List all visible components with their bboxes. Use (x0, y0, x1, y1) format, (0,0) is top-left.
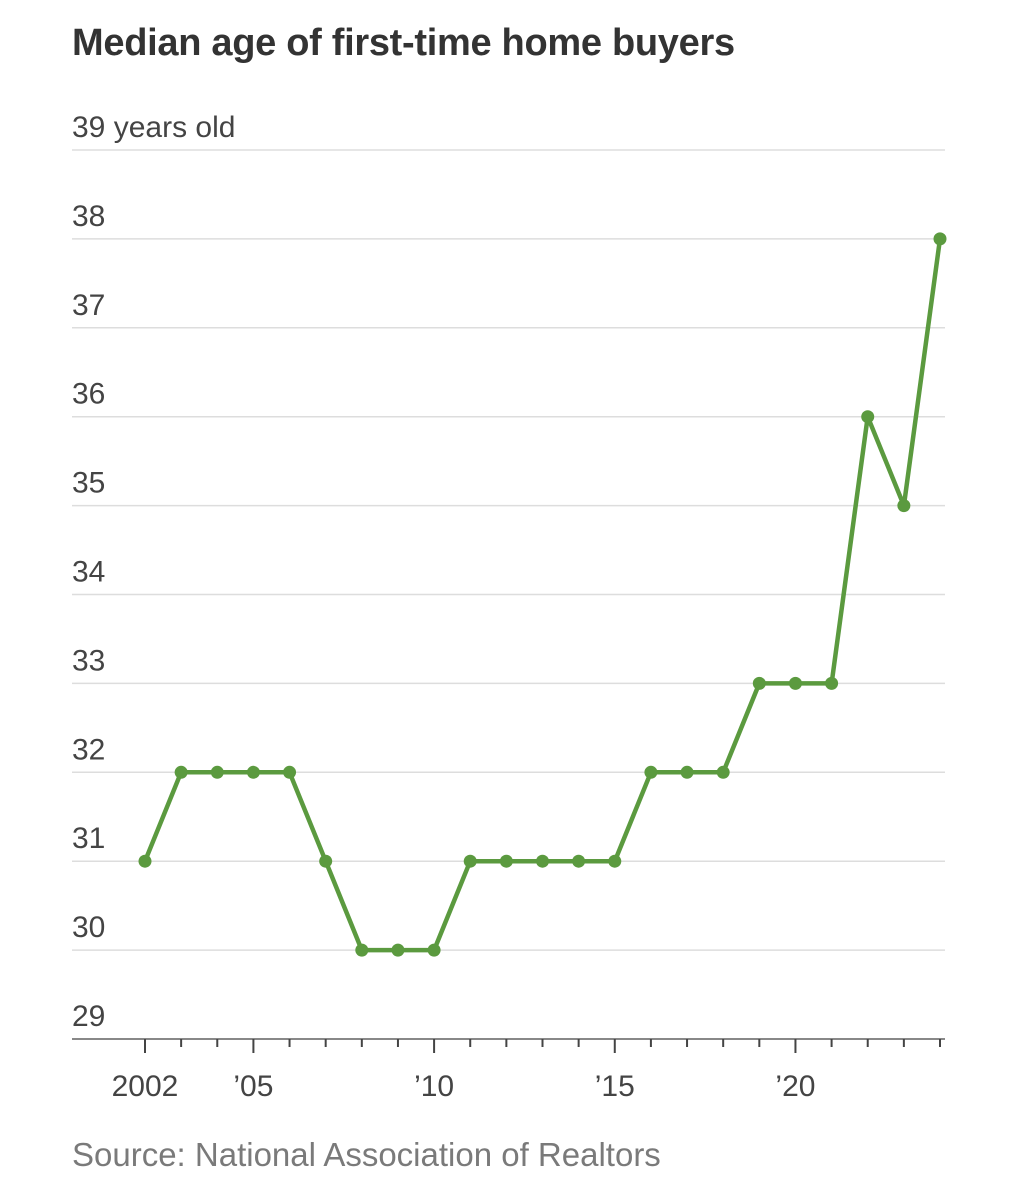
y-tick-label: 33 (72, 644, 105, 677)
x-axis: 2002 ’05 ’10 ’15 ’20 (72, 1038, 945, 1103)
data-point (427, 943, 441, 957)
data-point (499, 854, 513, 868)
x-tick-label: ’15 (595, 1070, 635, 1103)
y-axis-labels: 39 years old 38 37 36 35 34 33 32 31 30 29 (72, 111, 235, 1033)
data-point (716, 765, 730, 779)
data-point (897, 499, 911, 513)
x-tick-label: ’20 (775, 1070, 815, 1103)
y-tick-label: 37 (72, 289, 105, 322)
data-point (355, 943, 369, 957)
data-point (391, 943, 405, 957)
data-point (933, 232, 947, 246)
series-layer (138, 232, 947, 957)
y-tick-label: 38 (72, 200, 105, 233)
data-point (752, 676, 766, 690)
gridlines (72, 149, 945, 951)
data-point (283, 765, 297, 779)
y-tick-label: 34 (72, 556, 105, 589)
data-point (825, 676, 839, 690)
source-note: Source: National Association of Realtors (72, 1136, 661, 1173)
y-tick-label: 39 years old (72, 111, 235, 144)
y-tick-label: 36 (72, 378, 105, 411)
y-tick-label: 32 (72, 733, 105, 766)
data-point (861, 410, 875, 424)
data-point (788, 676, 802, 690)
y-tick-label: 29 (72, 1000, 105, 1033)
data-point (680, 765, 694, 779)
data-point (210, 765, 224, 779)
data-point (319, 854, 333, 868)
data-point (608, 854, 622, 868)
data-point (174, 765, 188, 779)
data-point (246, 765, 260, 779)
data-point (572, 854, 586, 868)
data-point (138, 854, 152, 868)
data-point (644, 765, 658, 779)
y-tick-label: 31 (72, 822, 105, 855)
data-point (463, 854, 477, 868)
x-tick-label: 2002 (112, 1070, 179, 1103)
y-tick-label: 35 (72, 467, 105, 500)
y-tick-label: 30 (72, 911, 105, 944)
chart-title: Median age of first-time home buyers (72, 22, 735, 64)
x-tick-label: ’10 (414, 1070, 454, 1103)
x-tick-label: ’05 (233, 1070, 273, 1103)
data-point (536, 854, 549, 868)
